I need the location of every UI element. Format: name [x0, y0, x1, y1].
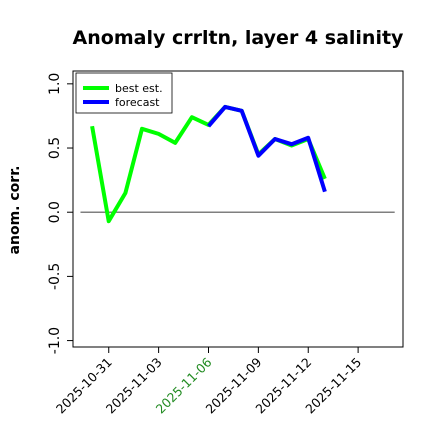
legend: best est. forecast — [75, 72, 173, 114]
y-axis-label: anom. corr. — [7, 166, 23, 255]
y-axis-ticks: -1.0 -0.5 0.0 0.5 1.0 — [47, 73, 73, 354]
chart-title: Anomaly crrltn, layer 4 salinity — [73, 27, 404, 49]
y-tick-label: -0.5 — [47, 263, 63, 290]
plot-area-frame — [72, 70, 404, 348]
series-line-forecast — [206, 104, 327, 193]
y-tick-label: 0.5 — [47, 137, 63, 159]
legend-label-best-est: best est. — [115, 82, 163, 95]
legend-label-forecast: forecast — [115, 96, 160, 109]
y-tick-label: -1.0 — [47, 327, 63, 354]
y-tick-label: 1.0 — [47, 73, 63, 95]
x-axis-ticks: 2025-10-312025-11-032025-11-062025-11-09… — [53, 347, 364, 416]
series-lines — [90, 104, 327, 224]
legend-box — [75, 72, 173, 114]
y-tick-label: 0.0 — [47, 201, 63, 223]
